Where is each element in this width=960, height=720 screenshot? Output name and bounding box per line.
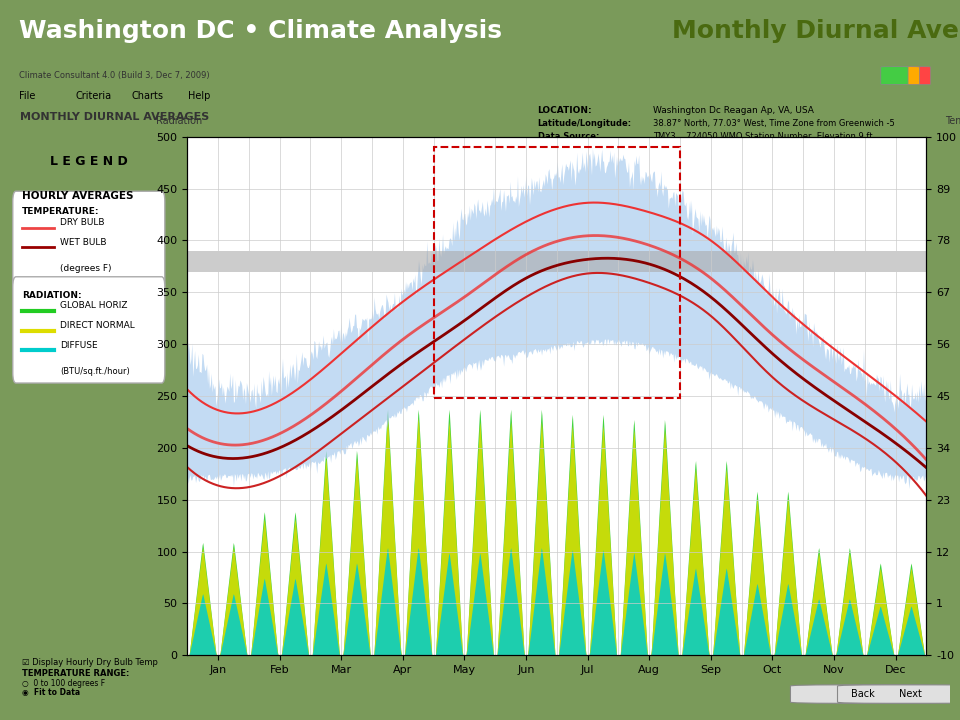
Text: Data Source:: Data Source: [538,132,599,140]
Text: Next: Next [899,689,922,699]
Text: Monthly Diurnal Averages: Monthly Diurnal Averages [672,19,960,42]
FancyBboxPatch shape [903,67,930,84]
Text: WET BULB: WET BULB [60,238,107,246]
Text: Washington DC • Climate Analysis: Washington DC • Climate Analysis [19,19,502,42]
Text: Help: Help [188,91,211,102]
Text: ◉  Fit to Data: ◉ Fit to Data [22,688,81,697]
Text: Criteria: Criteria [76,91,111,102]
Text: Climate Consultant 4.0 (Build 3, Dec 7, 2009): Climate Consultant 4.0 (Build 3, Dec 7, … [19,71,209,80]
FancyBboxPatch shape [790,685,936,703]
Text: DRY BULB: DRY BULB [60,218,105,227]
FancyBboxPatch shape [880,67,908,84]
Text: (BTU/sq.ft./hour): (BTU/sq.ft./hour) [60,367,130,377]
Text: TEMPERATURE:: TEMPERATURE: [22,207,100,216]
FancyBboxPatch shape [12,192,165,292]
Text: (degrees F): (degrees F) [60,264,111,273]
Text: GLOBAL HORIZ: GLOBAL HORIZ [60,301,128,310]
Text: ○  0 to 100 degrees F: ○ 0 to 100 degrees F [22,680,106,688]
Text: Temperature: Temperature [945,117,960,127]
Text: File: File [19,91,36,102]
Text: TEMPERATURE RANGE:: TEMPERATURE RANGE: [22,670,130,678]
Text: RADIATION:: RADIATION: [22,292,82,300]
Bar [434,147,680,398]
Text: ☑ Display Hourly Dry Bulb Temp: ☑ Display Hourly Dry Bulb Temp [22,657,158,667]
Text: Latitude/Longitude:: Latitude/Longitude: [538,119,632,127]
Text: LOCATION:: LOCATION: [538,106,592,114]
FancyBboxPatch shape [12,276,165,383]
Text: Radiation: Radiation [156,117,203,127]
Text: DIFFUSE: DIFFUSE [60,341,98,350]
FancyBboxPatch shape [892,67,920,84]
Text: DIRECT NORMAL: DIRECT NORMAL [60,321,135,330]
FancyBboxPatch shape [837,685,960,703]
Text: TMY3    724050 WMO Station Number, Elevation 9 ft: TMY3 724050 WMO Station Number, Elevatio… [653,132,873,140]
Text: L E G E N D: L E G E N D [50,155,128,168]
Text: MONTHLY DIURNAL AVERAGES: MONTHLY DIURNAL AVERAGES [20,112,209,122]
Text: Back: Back [851,689,875,699]
Text: Charts: Charts [132,91,164,102]
Text: Washington Dc Reagan Ap, VA, USA: Washington Dc Reagan Ap, VA, USA [653,106,814,114]
Bar [187,251,926,271]
Text: 38.87° North, 77.03° West, Time Zone from Greenwich -5: 38.87° North, 77.03° West, Time Zone fro… [653,119,895,127]
Text: HOURLY AVERAGES: HOURLY AVERAGES [22,192,133,201]
